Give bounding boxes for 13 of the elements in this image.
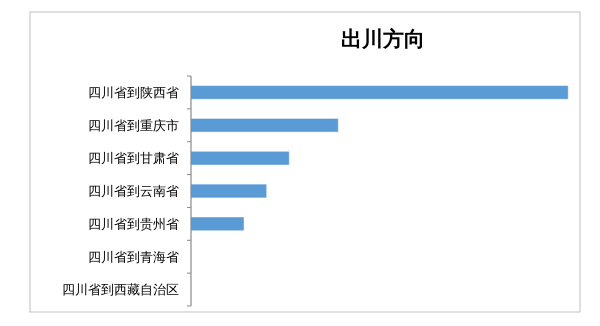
bar [190, 118, 338, 132]
y-tick-label: 四川省到甘肃省 [88, 152, 179, 167]
bar [190, 151, 290, 165]
y-tick-label: 四川省到青海省 [88, 250, 179, 266]
bar [190, 86, 568, 100]
y-tick-label: 四川省到陕西省 [88, 86, 179, 101]
bar [190, 217, 244, 231]
y-tick-label: 四川省到重庆市 [88, 118, 179, 134]
bar [190, 184, 267, 198]
chart-title: 出川方向 [341, 27, 425, 51]
y-tick-label: 四川省到西藏自治区 [62, 283, 179, 298]
y-tick-label: 四川省到贵州省 [88, 217, 179, 232]
y-tick-label: 四川省到云南省 [88, 184, 179, 200]
